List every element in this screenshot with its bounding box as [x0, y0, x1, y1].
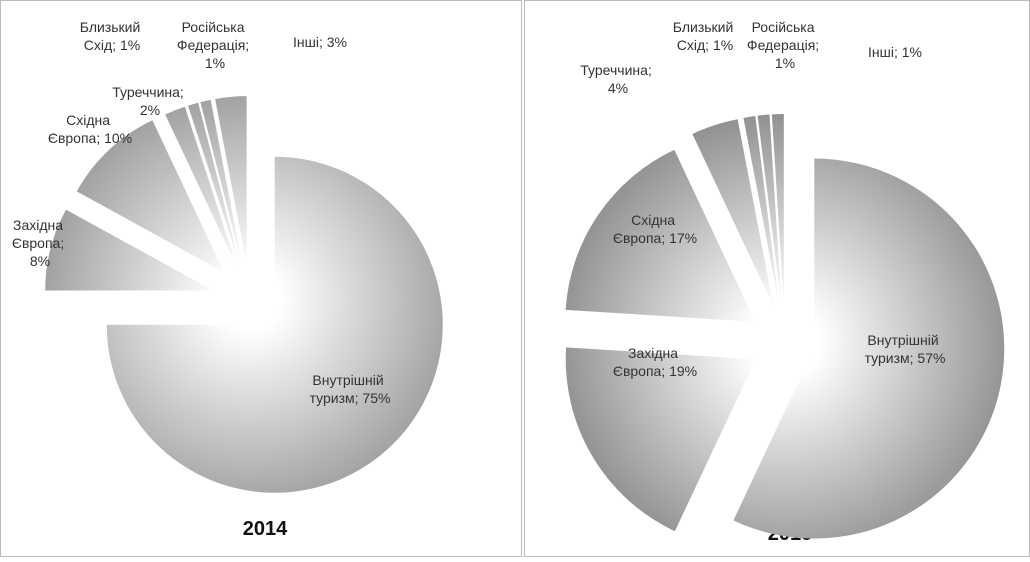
label-line: Схід; 1%	[84, 37, 140, 53]
pie-slice	[76, 120, 224, 273]
label-line: Туреччина;	[112, 84, 187, 100]
pie-slice	[215, 96, 247, 265]
label-line: 2%	[140, 102, 160, 118]
label-line: Європа; 17%	[613, 230, 697, 246]
data-label: Внутрішній туризм; 75%	[310, 372, 391, 406]
data-label: Східна Європа; 10%	[48, 112, 132, 146]
data-label: Близький Схід; 1%	[673, 19, 737, 53]
data-label: Західна Європа; 19%	[613, 345, 697, 379]
pie-slice	[743, 115, 780, 305]
data-label: Східна Європа; 17%	[613, 212, 697, 246]
pie-slice	[106, 156, 443, 493]
label-line: Європа;	[12, 235, 68, 251]
label-line: Російська	[182, 19, 249, 35]
label-line: Західна	[628, 345, 682, 361]
label-line: Туреччина;	[580, 62, 655, 78]
data-label: Туреччина; 4%	[580, 62, 655, 96]
data-label: Туреччина; 2%	[112, 84, 187, 118]
pie-slice	[565, 347, 756, 532]
data-label: Російська Федерація; 1%	[747, 19, 823, 71]
label-line: туризм; 75%	[310, 390, 391, 406]
label-line: Близький	[673, 19, 737, 35]
pie-slice	[733, 158, 1005, 539]
label-line: туризм; 57%	[865, 350, 946, 366]
label-line: Близький	[80, 19, 144, 35]
data-label: Інші; 1%	[868, 44, 922, 60]
label-line: Федерація;	[747, 37, 823, 53]
label-line: Схід; 1%	[677, 37, 733, 53]
label-line: 4%	[608, 80, 628, 96]
pie-slice	[45, 209, 214, 291]
data-label: Внутрішній туризм; 57%	[865, 332, 946, 366]
label-line: Європа; 10%	[48, 130, 132, 146]
pie-slice	[757, 114, 782, 305]
data-label: Інші; 3%	[293, 34, 347, 50]
data-label: Західна Європа; 8%	[12, 217, 68, 269]
label-line: Інші; 3%	[293, 34, 347, 50]
label-line: Східна	[631, 212, 679, 228]
label-line: Внутрішній	[312, 372, 387, 388]
data-label: Російська Федерація; 1%	[177, 19, 253, 71]
pie-slice	[165, 106, 237, 267]
chart-title: 2014	[243, 518, 288, 540]
label-line: 1%	[205, 55, 225, 71]
pie-slice	[200, 99, 243, 265]
pie-slice	[692, 119, 774, 306]
pie-slice	[565, 149, 756, 322]
data-label: Близький Схід; 1%	[80, 19, 144, 53]
label-line: Інші; 1%	[868, 44, 922, 60]
label-line: Федерація;	[177, 37, 253, 53]
label-line: Внутрішній	[867, 332, 942, 348]
pie-slice	[188, 102, 240, 266]
pie-slice	[771, 114, 784, 305]
label-line: 1%	[775, 55, 795, 71]
label-line: Східна	[66, 112, 114, 128]
label-line: Європа; 19%	[613, 363, 697, 379]
label-line: Російська	[752, 19, 819, 35]
label-line: 8%	[30, 253, 50, 269]
label-line: Західна	[13, 217, 67, 233]
